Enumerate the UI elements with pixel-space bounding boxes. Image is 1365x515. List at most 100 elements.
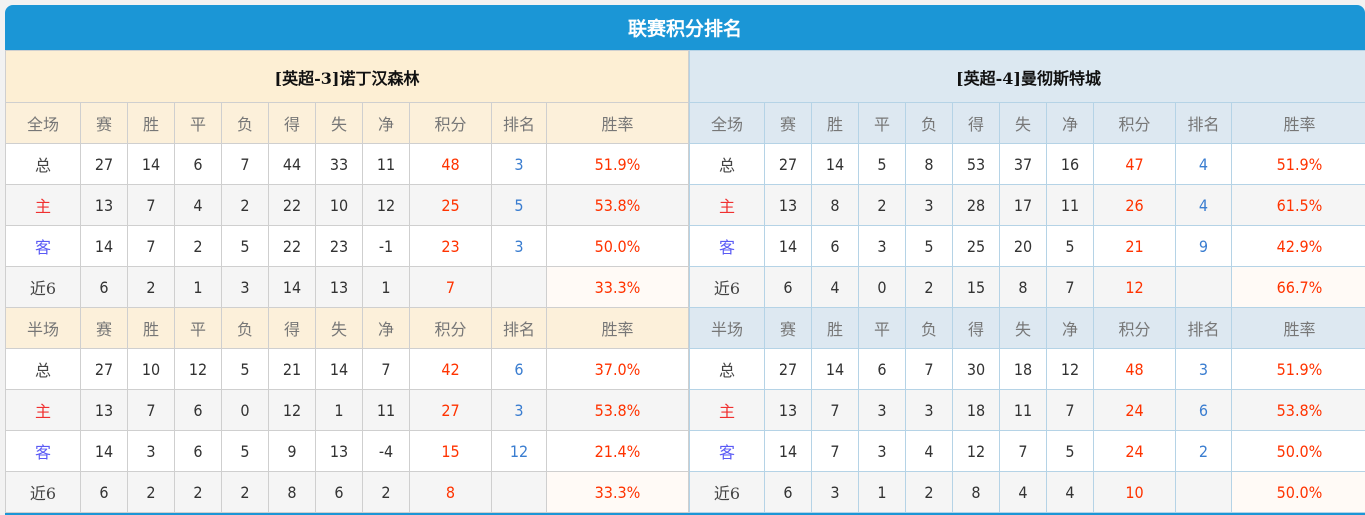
cell: 18 [952,389,1000,431]
cell: 44 [268,143,316,185]
column-header: 得 [952,102,1000,144]
cell: 48 [1093,348,1176,390]
cell: 7 [1046,389,1094,431]
cell: 3 [858,430,906,472]
cell: 14 [811,348,859,390]
column-header: 负 [221,307,269,349]
cell: 11 [1046,184,1094,226]
team-name: [英超-4]曼彻斯特城 [689,50,1365,103]
cell: 1 [858,471,906,513]
row-label: 客 [5,430,81,472]
column-header: 得 [268,102,316,144]
table-row: 总 27 10 12 5 21 14 7 42 6 37.0% [5,348,689,390]
cell: 4 [1175,143,1232,185]
cell: 11 [362,143,410,185]
cell: 51.9% [1231,143,1365,185]
cell: 3 [127,430,175,472]
cell: 3 [491,225,547,267]
cell: 51.9% [546,143,689,185]
cell [491,471,547,513]
cell: 25 [409,184,492,226]
cell: -4 [362,430,410,472]
column-header-row: 全场赛胜平负得失净积分 排名 胜率 [5,102,689,144]
column-header: 失 [999,102,1047,144]
cell: 4 [174,184,222,226]
cell: 3 [491,389,547,431]
row-label: 近6 [689,471,765,513]
column-header: 积分 [409,307,492,349]
cell: 37.0% [546,348,689,390]
cell: 18 [999,348,1047,390]
cell: 13 [315,430,363,472]
cell: 11 [999,389,1047,431]
column-header: 排名 [491,102,547,144]
cell: 47 [1093,143,1176,185]
cell: 50.0% [546,225,689,267]
column-header: 失 [315,102,363,144]
cell: 10 [127,348,175,390]
column-header: 负 [221,102,269,144]
column-header: 赛 [80,102,128,144]
cell: 53.8% [546,184,689,226]
cell: 5 [1046,430,1094,472]
cell: 6 [811,225,859,267]
column-header: 积分 [1093,307,1176,349]
cell: 7 [1046,266,1094,308]
table-row: 客 14 7 2 5 22 23 -1 23 3 50.0% [5,225,689,267]
cell: 11 [362,389,410,431]
cell: 30 [952,348,1000,390]
row-label: 客 [689,225,765,267]
column-header: 积分 [409,102,492,144]
cell: 8 [999,266,1047,308]
cell: 10 [1093,471,1176,513]
column-header: 赛 [764,307,812,349]
cell: 1 [315,389,363,431]
team-name: [英超-3]诺丁汉森林 [5,50,689,103]
table-row: 总 27 14 5 8 53 37 16 47 4 51.9% [689,143,1365,185]
table-row: 客 14 7 3 4 12 7 5 24 2 50.0% [689,430,1365,472]
cell: 2 [362,471,410,513]
cell: 23 [315,225,363,267]
column-header: 净 [362,102,410,144]
cell: 3 [221,266,269,308]
cell: 27 [409,389,492,431]
row-label: 主 [5,184,81,226]
column-header: 平 [174,307,222,349]
cell: 8 [409,471,492,513]
cell: 53 [952,143,1000,185]
cell: 13 [315,266,363,308]
cell: 1 [362,266,410,308]
cell: 14 [127,143,175,185]
cell: 14 [80,430,128,472]
cell: 5 [221,225,269,267]
cell: 61.5% [1231,184,1365,226]
cell: 22 [268,225,316,267]
column-header: 赛 [80,307,128,349]
cell: 3 [858,225,906,267]
cell: 27 [764,143,812,185]
cell: 17 [999,184,1047,226]
cell: 42.9% [1231,225,1365,267]
column-header: 净 [1046,307,1094,349]
cell: 7 [905,348,953,390]
cell: 3 [858,389,906,431]
cell: 53.8% [1231,389,1365,431]
row-label: 总 [689,348,765,390]
cell: 6 [80,471,128,513]
cell: 23 [409,225,492,267]
section-label: 全场 [689,102,765,144]
cell: 33 [315,143,363,185]
cell: 8 [952,471,1000,513]
table-row: 近6 6 4 0 2 15 8 7 12 66.7% [689,266,1365,308]
table-row: 客 14 3 6 5 9 13 -4 15 12 21.4% [5,430,689,472]
cell [491,266,547,308]
cell: 12 [174,348,222,390]
column-header: 胜 [811,102,859,144]
cell: 24 [1093,430,1176,472]
cell: 15 [952,266,1000,308]
team-table-1: [英超-4]曼彻斯特城 全场赛胜平负得失净积分 排名 胜率总 27 14 5 8 53 37 16 4… [689,50,1365,513]
cell: 53.8% [546,389,689,431]
cell: 13 [80,184,128,226]
column-header-row: 半场赛胜平负得失净积分 排名 胜率 [5,307,689,349]
cell: 4 [905,430,953,472]
